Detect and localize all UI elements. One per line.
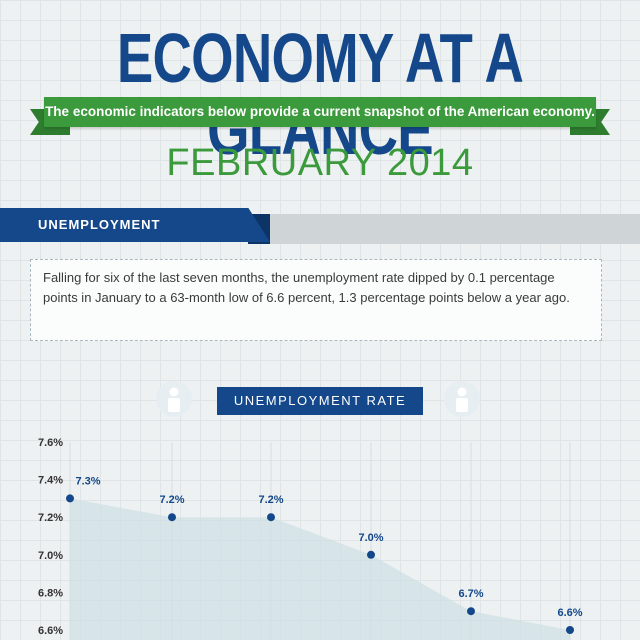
chart-title: UNEMPLOYMENT RATE <box>217 387 423 415</box>
section-tab <box>0 208 270 242</box>
data-point <box>467 607 475 616</box>
data-point <box>267 513 275 522</box>
subtitle-ribbon: The economic indicators below provide a … <box>30 97 610 137</box>
area-fill <box>70 498 570 640</box>
ribbon-text: The economic indicators below provide a … <box>44 97 596 127</box>
data-label: 7.0% <box>358 532 383 544</box>
data-point <box>168 513 176 522</box>
data-point <box>66 494 74 503</box>
unemployment-chart: 7.6% 7.4% 7.2% 7.0% 6.8% 6.6% 7.3% 7.2% 7.2% 7.0%… <box>38 437 583 640</box>
data-point <box>367 550 375 559</box>
person-icon <box>156 381 192 417</box>
y-tick-label: 7.2% <box>38 512 63 524</box>
report-date: FEBRUARY 2014 <box>166 142 474 184</box>
section-header-band <box>265 214 640 244</box>
data-label: 7.2% <box>258 494 283 506</box>
section-label: UNEMPLOYMENT <box>38 217 161 232</box>
y-tick-label: 6.8% <box>38 587 63 599</box>
data-label: 6.7% <box>458 588 483 600</box>
data-label: 7.2% <box>159 494 184 506</box>
summary-box: Falling for six of the last seven months… <box>30 259 602 341</box>
person-icon <box>444 381 480 417</box>
y-tick-label: 7.0% <box>38 550 63 562</box>
y-tick-label: 7.6% <box>38 437 63 449</box>
data-label: 7.3% <box>75 475 100 487</box>
y-tick-label: 6.6% <box>38 625 63 637</box>
data-point <box>566 626 574 634</box>
y-tick-label: 7.4% <box>38 475 63 487</box>
data-label: 6.6% <box>557 607 582 619</box>
